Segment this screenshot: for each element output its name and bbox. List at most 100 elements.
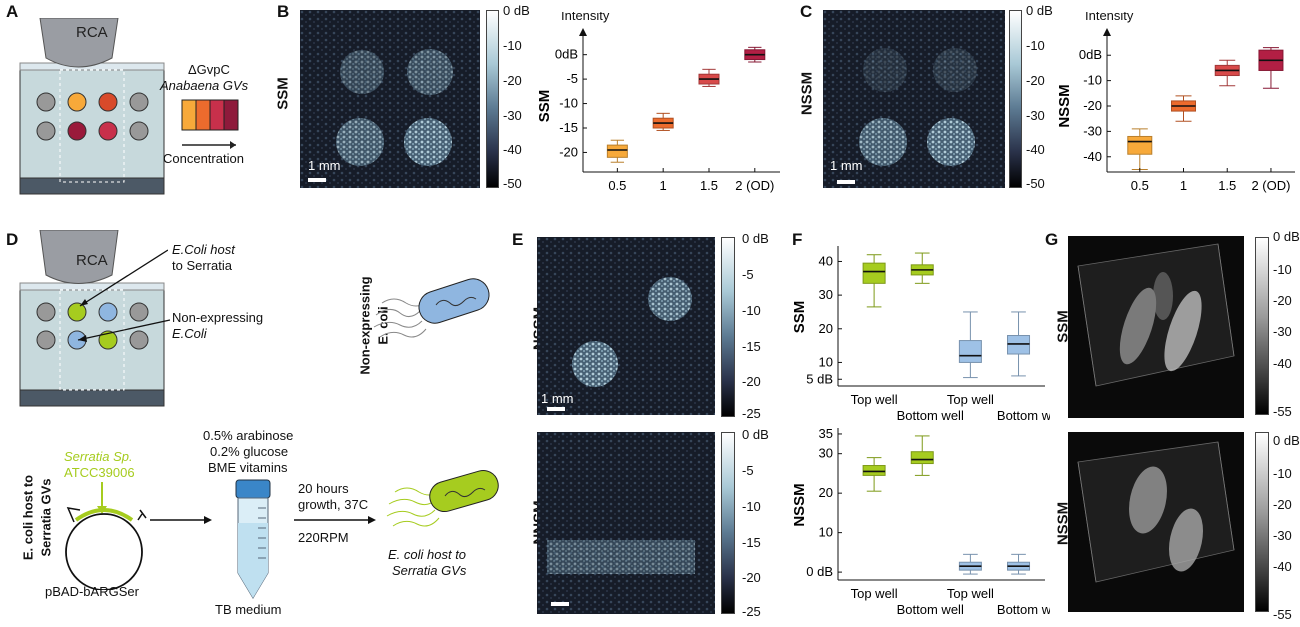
g-bottom-cbar-tick: -40 <box>1273 559 1292 574</box>
panel-label-b: B <box>277 2 290 21</box>
panel-label-e: E <box>512 230 524 249</box>
falcon-tube-icon <box>235 479 271 599</box>
y-tick-label: 0dB <box>555 47 578 62</box>
e-bottom-cbar-tick: -15 <box>742 535 761 550</box>
d-side-label-b: Serratia GVs <box>38 478 54 557</box>
c-cbar-tick: -10 <box>1026 38 1045 53</box>
e-bottom-cbar-tick: -25 <box>742 604 761 619</box>
c-cbar-tick: 0 dB <box>1026 3 1053 18</box>
e-top-cbar-tick: 0 dB <box>742 231 769 246</box>
serratia-species: Serratia Sp. <box>64 449 133 464</box>
e-bottom-cbar-tick: -20 <box>742 570 761 585</box>
box <box>862 465 886 476</box>
fov-box <box>59 69 125 183</box>
e-bottom-cbar-tick: 0 dB <box>742 427 769 442</box>
y-tick-label: 20 <box>819 485 833 500</box>
y-tick-label: 0dB <box>1079 47 1102 62</box>
gv-title: ΔGvpC <box>188 62 230 77</box>
e-top-ultrasound-image <box>537 237 715 415</box>
expressing-bacterium-icon <box>386 469 499 527</box>
y-axis-label: SSM <box>536 90 553 123</box>
box <box>606 144 628 158</box>
box <box>862 262 886 284</box>
plasmid-name: pBAD-bARGSer <box>45 584 139 599</box>
y-tick-label: -10 <box>559 96 578 111</box>
chart-title: Intensity <box>561 12 610 23</box>
box <box>910 451 934 465</box>
y-tick-label: -30 <box>1083 123 1102 138</box>
c-cbar-tick: -50 <box>1026 176 1045 191</box>
y-tick-label: -40 <box>1083 149 1102 164</box>
g-bottom-cbar-tick: -30 <box>1273 528 1292 543</box>
e-bottom-colorbar <box>721 432 735 614</box>
y-tick-label: 30 <box>819 446 833 461</box>
panel-label-a: A <box>6 2 19 21</box>
y-tick-label: 10 <box>819 354 833 369</box>
g-top-cbar-tick: -55 <box>1273 404 1292 419</box>
b-ylabel: SSM <box>274 77 292 110</box>
y-tick-label: 35 <box>819 426 833 441</box>
x-tick-label: Bottom well <box>997 602 1050 617</box>
y-axis-label: NSSM <box>1056 84 1073 127</box>
x-tick-label: Top well <box>851 392 898 407</box>
box <box>958 340 982 363</box>
x-tick-label: Top well <box>851 586 898 601</box>
g-top-cbar-tick: 0 dB <box>1273 229 1300 244</box>
result-label-a: E. coli host to <box>388 547 467 562</box>
panel-a-schematic <box>19 18 165 195</box>
y-tick-label: 20 <box>819 321 833 336</box>
media-line-3: BME vitamins <box>208 460 288 475</box>
growth-line-1: 20 hours <box>298 481 349 496</box>
y-tick-label: 10 <box>819 525 833 540</box>
gv-subtitle: Anabaena GVs <box>160 78 249 93</box>
chart-title: Intensity <box>1085 12 1134 23</box>
g-bottom-cbar-tick: 0 dB <box>1273 433 1300 448</box>
e-bottom-cbar-tick: -10 <box>742 499 761 514</box>
e-top-cbar-tick: -20 <box>742 374 761 389</box>
c-cbar-tick: -40 <box>1026 142 1045 157</box>
b-cbar-tick: -50 <box>503 176 522 191</box>
c-cbar-tick: -20 <box>1026 73 1045 88</box>
b-cbar-tick: -10 <box>503 38 522 53</box>
e-top-cbar-tick: -10 <box>742 303 761 318</box>
y-axis-label: NSSM <box>791 483 808 526</box>
media-line-1: 0.5% arabinose <box>203 428 294 443</box>
chart-c-boxplot: Intensity NSSM 0dB -10 -20 -30 -40 0.5 1 1.5 2 (OD… <box>1056 12 1295 193</box>
y-tick-label: -20 <box>559 144 578 159</box>
b-scalebar-label: 1 mm <box>308 158 341 173</box>
concentration-label: Concentration <box>163 151 244 166</box>
y-tick-label: -20 <box>1083 98 1102 113</box>
serratia-strain: ATCC39006 <box>64 465 135 480</box>
b-cbar-tick: 0 dB <box>503 3 530 18</box>
x-tick-label: 1.5 <box>700 178 718 193</box>
growth-line-3: 220RPM <box>298 530 349 545</box>
y-tick-label: -5 <box>566 71 578 86</box>
x-tick-label: Bottom well <box>997 408 1050 423</box>
x-tick-label: Bottom well <box>897 602 964 617</box>
g-bottom-cbar-tick: -20 <box>1273 497 1292 512</box>
x-tick-label: 1.5 <box>1218 178 1236 193</box>
x-tick-label: 0.5 <box>608 178 626 193</box>
x-tick-label: 2 (OD) <box>735 178 774 193</box>
y-axis-label: SSM <box>791 301 808 334</box>
panel-label-f: F <box>792 230 803 249</box>
non-expressing-bacterium-icon <box>373 278 490 338</box>
g-bottom-cbar-tick: -55 <box>1273 607 1292 622</box>
c-scalebar-label: 1 mm <box>830 158 863 173</box>
box <box>1007 335 1031 355</box>
panel-label-g: G <box>1045 230 1059 249</box>
y-tick-label: -10 <box>1083 73 1102 88</box>
b-cbar-tick: -40 <box>503 142 522 157</box>
panel-label-c: C <box>800 2 813 21</box>
arrow-to-tube <box>150 516 212 524</box>
b-ultrasound-image <box>300 10 480 188</box>
d-side-label-a: E. coli host to <box>20 474 36 561</box>
g-top-colorbar <box>1255 237 1269 415</box>
x-tick-label: Bottom well <box>897 408 964 423</box>
g-bottom-3d-render <box>1068 432 1244 612</box>
d-annotation-1b: to Serratia <box>172 258 232 273</box>
chart-b-boxplot: Intensity SSM 0dB -5 -10 -15 -20 0.5 1 1.5 2 (OD) <box>536 12 780 193</box>
b-cbar-tick: -20 <box>503 73 522 88</box>
d-annotation-2b: E.Coli <box>172 326 207 341</box>
g-top-cbar-tick: -30 <box>1273 324 1292 339</box>
